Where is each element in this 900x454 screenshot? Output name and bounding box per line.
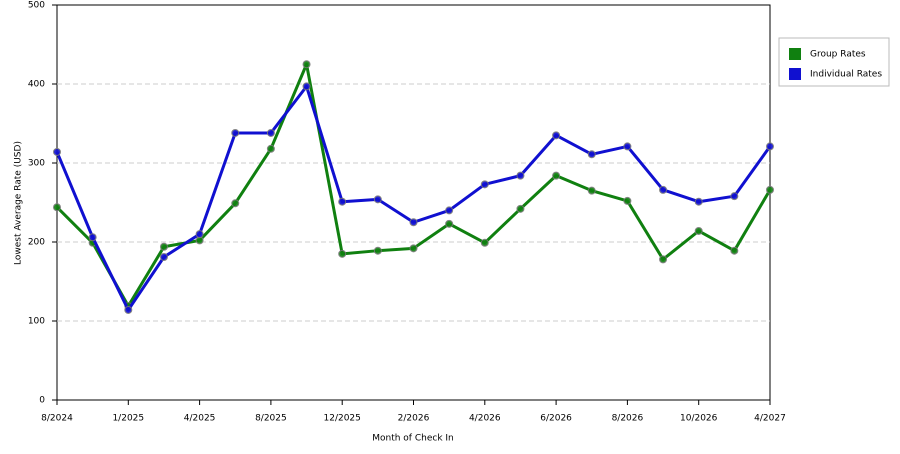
legend-label: Individual Rates bbox=[810, 70, 882, 80]
data-point bbox=[53, 147, 61, 156]
x-tick-label: 1/2025 bbox=[112, 414, 144, 424]
data-point bbox=[302, 82, 311, 91]
data-point bbox=[409, 218, 418, 227]
data-point bbox=[659, 185, 668, 194]
data-point bbox=[587, 186, 596, 195]
x-tick-label: 8/2024 bbox=[41, 414, 73, 424]
data-point bbox=[338, 249, 347, 258]
data-point bbox=[730, 192, 739, 201]
data-point bbox=[552, 171, 561, 180]
data-point bbox=[552, 131, 561, 140]
y-tick-label: 100 bbox=[28, 317, 45, 327]
y-tick-label: 300 bbox=[28, 159, 45, 169]
y-axis-label: Lowest Average Rate (USD) bbox=[14, 141, 24, 265]
data-point bbox=[373, 195, 382, 204]
x-axis-label: Month of Check In bbox=[372, 434, 454, 444]
x-tick-label: 10/2026 bbox=[680, 414, 718, 424]
legend-swatch bbox=[789, 48, 801, 60]
data-point bbox=[516, 204, 525, 213]
data-point bbox=[623, 196, 632, 205]
data-point bbox=[516, 171, 525, 180]
data-point bbox=[266, 128, 275, 137]
x-tick-label: 6/2026 bbox=[540, 414, 572, 424]
data-point bbox=[159, 242, 168, 251]
x-tick-label: 8/2026 bbox=[612, 414, 644, 424]
y-tick-label: 200 bbox=[28, 238, 45, 248]
x-tick-label: 8/2025 bbox=[255, 414, 287, 424]
plot-area bbox=[56, 4, 771, 401]
data-point bbox=[766, 185, 774, 194]
data-point bbox=[195, 230, 204, 239]
data-point bbox=[766, 142, 774, 151]
data-point bbox=[338, 197, 347, 206]
data-point bbox=[231, 199, 240, 208]
x-tick-label: 12/2025 bbox=[324, 414, 361, 424]
data-point bbox=[409, 244, 418, 253]
data-point bbox=[445, 206, 454, 215]
data-point bbox=[88, 233, 97, 242]
data-point bbox=[445, 219, 454, 228]
data-point bbox=[587, 150, 596, 159]
data-point bbox=[373, 246, 382, 255]
legend-label: Group Rates bbox=[810, 50, 866, 60]
data-point bbox=[623, 142, 632, 151]
data-point bbox=[266, 144, 275, 153]
data-point bbox=[302, 60, 311, 69]
y-tick-label: 0 bbox=[39, 396, 45, 406]
data-point bbox=[659, 255, 668, 264]
data-point bbox=[53, 203, 61, 212]
data-point bbox=[694, 226, 703, 235]
x-tick-label: 4/2025 bbox=[184, 414, 216, 424]
data-point bbox=[480, 180, 489, 189]
data-point bbox=[124, 305, 133, 314]
x-tick-label: 4/2027 bbox=[754, 414, 786, 424]
x-tick-label: 4/2026 bbox=[469, 414, 501, 424]
y-tick-label: 400 bbox=[28, 80, 45, 90]
data-point bbox=[480, 238, 489, 247]
x-tick-label: 2/2026 bbox=[398, 414, 430, 424]
data-point bbox=[694, 197, 703, 206]
y-tick-label: 500 bbox=[28, 1, 45, 11]
data-point bbox=[159, 253, 168, 262]
legend-swatch bbox=[789, 68, 801, 80]
data-point bbox=[730, 246, 739, 255]
data-point bbox=[231, 128, 240, 137]
